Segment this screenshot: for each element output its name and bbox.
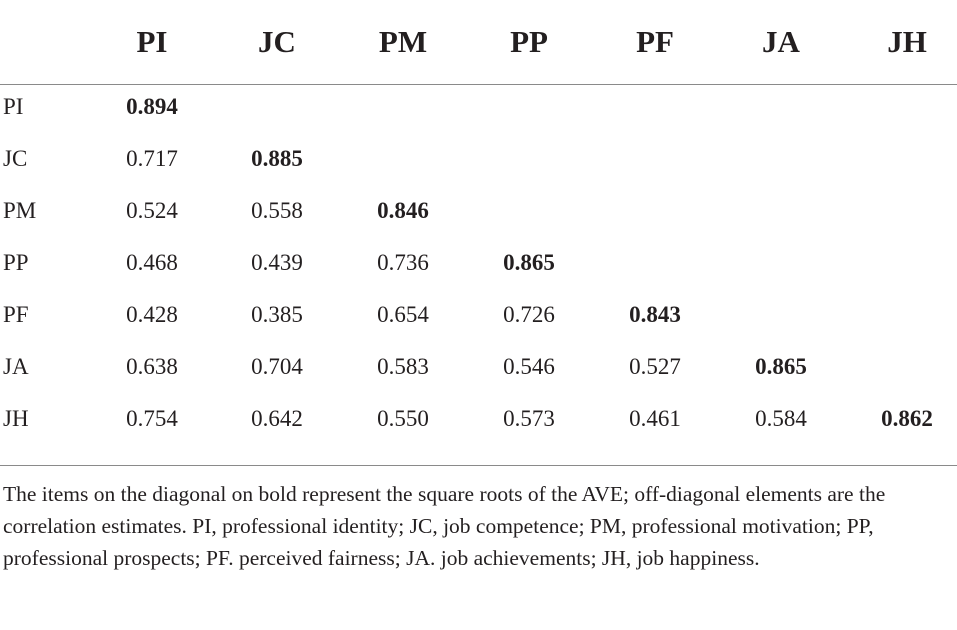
table-cell: 0.573 [503, 406, 555, 431]
table-cell: 0.439 [251, 250, 303, 275]
table-cell: 0.546 [503, 354, 555, 379]
column-header-ja: JA [762, 24, 800, 59]
table-cell: 0.468 [126, 250, 178, 275]
table-footnote: The items on the diagonal on bold repres… [3, 482, 886, 570]
table-cell: 0.550 [377, 406, 429, 431]
table-cell: 0.754 [126, 406, 178, 431]
table-cell: 0.461 [629, 406, 681, 431]
row-label-pm: PM [3, 198, 37, 223]
diagonal-cell: 0.846 [377, 198, 429, 223]
diagonal-cell: 0.843 [629, 302, 681, 327]
table-cell: 0.736 [377, 250, 429, 275]
table-cell: 0.385 [251, 302, 303, 327]
table-cell: 0.726 [503, 302, 555, 327]
table-bottom-divider [0, 465, 957, 466]
column-header-jh: JH [887, 24, 927, 59]
column-header-pf: PF [636, 24, 674, 59]
table-cell: 0.524 [126, 198, 178, 223]
diagonal-cell: 0.885 [251, 146, 303, 171]
diagonal-cell: 0.865 [755, 354, 807, 379]
row-label-ja: JA [3, 354, 29, 379]
diagonal-cell: 0.862 [881, 406, 933, 431]
table-cell: 0.527 [629, 354, 681, 379]
row-label-jc: JC [3, 146, 28, 171]
table-cell: 0.717 [126, 146, 178, 171]
table-cell: 0.642 [251, 406, 303, 431]
row-label-pi: PI [3, 94, 24, 119]
row-label-pp: PP [3, 250, 29, 275]
diagonal-cell: 0.865 [503, 250, 555, 275]
header-divider [0, 84, 957, 85]
table-cell: 0.428 [126, 302, 178, 327]
table-cell: 0.583 [377, 354, 429, 379]
table-cell: 0.638 [126, 354, 178, 379]
table-cell: 0.558 [251, 198, 303, 223]
table-cell: 0.704 [251, 354, 303, 379]
column-header-pm: PM [378, 24, 428, 59]
row-label-pf: PF [3, 302, 29, 327]
table-cell: 0.584 [755, 406, 807, 431]
row-label-jh: JH [3, 406, 29, 431]
column-header-pp: PP [510, 24, 548, 59]
diagonal-cell: 0.894 [126, 94, 178, 119]
table-cell: 0.654 [377, 302, 429, 327]
column-header-pi: PI [136, 24, 168, 59]
column-header-jc: JC [258, 24, 296, 59]
